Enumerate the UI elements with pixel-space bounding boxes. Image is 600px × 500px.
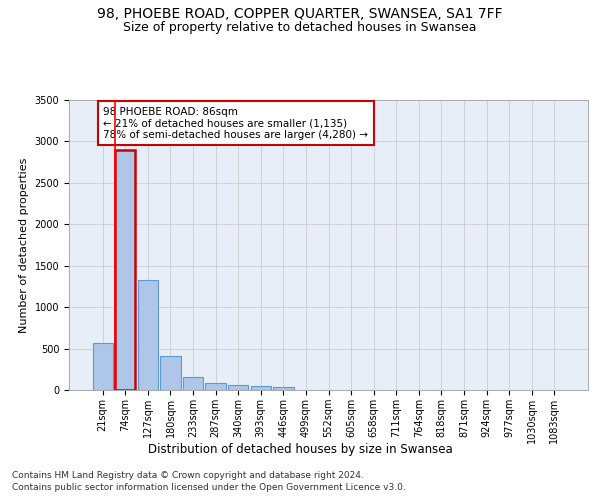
Bar: [205, 384, 226, 390]
Text: Distribution of detached houses by size in Swansea: Distribution of detached houses by size …: [148, 442, 452, 456]
Bar: [183, 377, 203, 390]
Bar: [228, 386, 248, 390]
Text: Contains public sector information licensed under the Open Government Licence v3: Contains public sector information licen…: [12, 484, 406, 492]
Bar: [251, 386, 271, 390]
Bar: [160, 356, 181, 390]
Bar: [138, 280, 158, 390]
Bar: [273, 386, 293, 390]
Text: 98, PHOEBE ROAD, COPPER QUARTER, SWANSEA, SA1 7FF: 98, PHOEBE ROAD, COPPER QUARTER, SWANSEA…: [97, 8, 503, 22]
Bar: [115, 150, 136, 390]
Text: 98 PHOEBE ROAD: 86sqm
← 21% of detached houses are smaller (1,135)
78% of semi-d: 98 PHOEBE ROAD: 86sqm ← 21% of detached …: [103, 106, 368, 140]
Bar: [92, 343, 113, 390]
Text: Size of property relative to detached houses in Swansea: Size of property relative to detached ho…: [123, 21, 477, 34]
Y-axis label: Number of detached properties: Number of detached properties: [19, 158, 29, 332]
Text: Contains HM Land Registry data © Crown copyright and database right 2024.: Contains HM Land Registry data © Crown c…: [12, 471, 364, 480]
